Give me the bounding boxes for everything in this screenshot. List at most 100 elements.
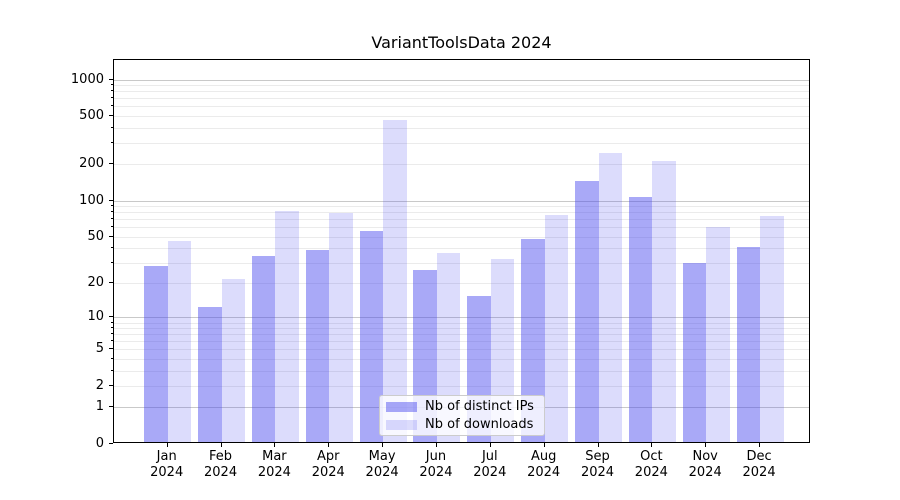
minor-gridline (114, 85, 809, 87)
y-minor-tick-mark (111, 126, 113, 128)
y-tick-mark (109, 406, 113, 408)
x-tick-label: Oct 2024 (634, 449, 668, 480)
bar-downloads (167, 241, 192, 442)
bar-distinct-ips (521, 238, 545, 442)
y-tick-label: 100 (79, 192, 104, 208)
y-minor-tick-mark (111, 247, 113, 249)
y-minor-tick-mark (111, 261, 113, 263)
y-tick-label: 2 (95, 378, 104, 394)
y-tick-label: 200 (79, 156, 104, 172)
y-minor-tick-mark (111, 321, 113, 323)
major-gridline (114, 79, 809, 81)
minor-gridline (114, 283, 809, 285)
y-minor-tick-mark (111, 141, 113, 143)
x-tick-label: Jun 2024 (419, 449, 453, 480)
x-tick-mark (274, 443, 276, 447)
bar-distinct-ips (628, 197, 653, 442)
minor-gridline (114, 219, 809, 221)
bar-downloads (275, 211, 299, 442)
bar-downloads (436, 252, 461, 442)
x-tick-mark (328, 443, 330, 447)
x-tick-label: May 2024 (365, 449, 399, 480)
legend-row: Nb of downloads (386, 416, 538, 432)
legend-swatch-distinct-ips (386, 401, 417, 412)
minor-gridline (114, 370, 809, 372)
minor-gridline (114, 349, 809, 351)
minor-gridline (114, 106, 809, 108)
y-tick-label: 500 (79, 108, 104, 124)
minor-gridline (114, 98, 809, 100)
bar-downloads (329, 212, 353, 442)
y-minor-tick-mark (111, 327, 113, 329)
minor-gridline (114, 164, 809, 166)
x-tick-mark (597, 443, 599, 447)
x-tick-mark (489, 443, 491, 447)
bar-distinct-ips (359, 230, 384, 442)
y-tick-mark (109, 282, 113, 284)
x-tick-label: Aug 2024 (527, 449, 561, 480)
bar-downloads (544, 214, 569, 442)
bar-distinct-ips (198, 306, 222, 442)
x-tick-mark (166, 443, 168, 447)
y-tick-mark (109, 443, 113, 444)
x-tick-label: Mar 2024 (257, 449, 291, 480)
minor-gridline (114, 127, 809, 129)
x-tick-label: Jul 2024 (473, 449, 507, 480)
x-tick-mark (705, 443, 707, 447)
y-tick-label: 1 (95, 399, 104, 415)
y-minor-tick-mark (111, 105, 113, 107)
minor-gridline (114, 142, 809, 144)
y-minor-tick-mark (111, 218, 113, 220)
y-tick-mark (109, 235, 113, 237)
minor-gridline (114, 236, 809, 238)
minor-gridline (114, 248, 809, 250)
minor-gridline (114, 262, 809, 264)
legend-row: Nb of distinct IPs (386, 398, 538, 414)
y-minor-tick-mark (111, 90, 113, 92)
bar-downloads (598, 152, 622, 442)
x-tick-label: Dec 2024 (742, 449, 776, 480)
bar-downloads (652, 160, 676, 442)
minor-gridline (114, 334, 809, 336)
bar-distinct-ips (575, 180, 599, 442)
minor-gridline (114, 206, 809, 207)
chart-title: VariantToolsData 2024 (371, 33, 552, 52)
bar-downloads (383, 120, 407, 442)
minor-gridline (114, 91, 809, 93)
minor-gridline (114, 322, 809, 324)
y-tick-label: 1000 (70, 71, 104, 87)
x-tick-label: Jan 2024 (150, 449, 184, 480)
y-tick-mark (109, 199, 113, 201)
plot-area (113, 59, 810, 443)
x-tick-mark (543, 443, 545, 447)
minor-gridline (114, 116, 809, 118)
x-tick-label: Sep 2024 (580, 449, 615, 480)
y-tick-mark (109, 348, 113, 350)
y-tick-label: 50 (87, 228, 104, 244)
y-tick-mark (109, 385, 113, 387)
y-tick-mark (109, 316, 113, 318)
legend-label: Nb of distinct IPs (425, 398, 534, 414)
minor-gridline (114, 359, 809, 361)
x-tick-mark (220, 443, 222, 447)
minor-gridline (114, 341, 809, 343)
bar-distinct-ips (305, 250, 330, 442)
y-tick-mark (109, 163, 113, 165)
y-tick-mark (109, 115, 113, 117)
y-tick-label: 20 (87, 275, 104, 291)
minor-gridline (114, 328, 809, 330)
y-minor-tick-mark (111, 211, 113, 213)
legend-swatch-downloads (386, 419, 417, 430)
x-tick-mark (435, 443, 437, 447)
bar-distinct-ips (144, 266, 168, 442)
x-tick-mark (651, 443, 653, 447)
y-minor-tick-mark (111, 226, 113, 228)
y-minor-tick-mark (111, 369, 113, 371)
y-tick-label: 10 (87, 309, 104, 325)
y-minor-tick-mark (111, 340, 113, 342)
y-minor-tick-mark (111, 84, 113, 86)
legend-label: Nb of downloads (425, 416, 534, 432)
x-tick-label: Apr 2024 (311, 449, 345, 480)
y-minor-tick-mark (111, 358, 113, 360)
